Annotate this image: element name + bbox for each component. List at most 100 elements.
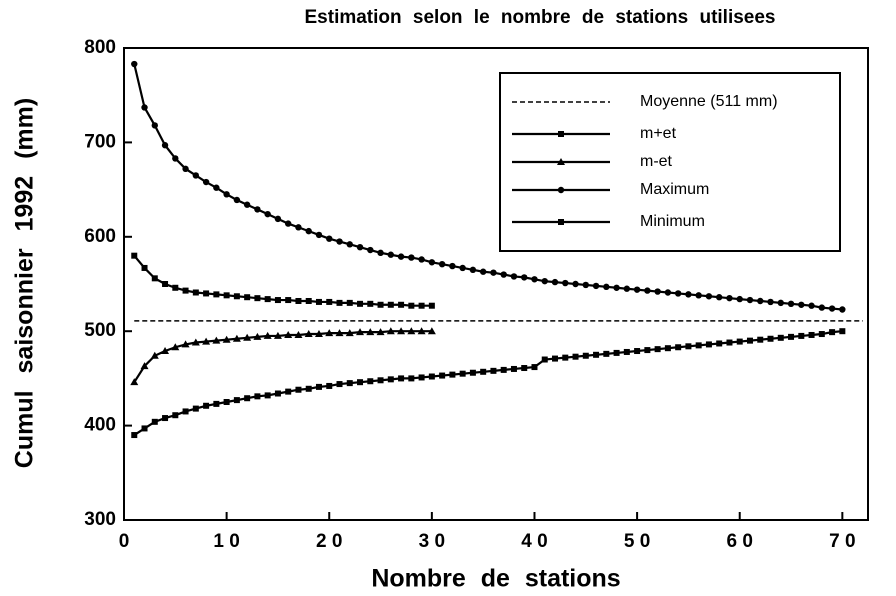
point [449, 262, 456, 270]
point [418, 302, 425, 309]
point [223, 191, 230, 198]
point [161, 142, 169, 149]
point [562, 279, 569, 287]
point [695, 342, 702, 349]
point [274, 297, 281, 304]
y-tick-label: 400 [84, 415, 116, 436]
point [757, 297, 764, 305]
point [777, 299, 784, 307]
point [141, 425, 148, 432]
point [285, 388, 292, 395]
point [162, 415, 169, 422]
point [469, 369, 476, 376]
point [664, 345, 671, 352]
line [133, 254, 432, 307]
point [387, 301, 394, 308]
point [500, 366, 507, 373]
point [172, 284, 179, 291]
point [222, 335, 231, 343]
point [150, 351, 159, 359]
point [233, 293, 240, 300]
point [182, 287, 189, 294]
point [264, 392, 271, 399]
point [623, 285, 631, 292]
point [377, 377, 384, 384]
point [572, 353, 579, 360]
point [182, 408, 189, 415]
point [367, 378, 374, 385]
x-tick-label: 6 0 [727, 531, 753, 552]
point [346, 380, 353, 387]
point [254, 206, 261, 213]
point [130, 378, 139, 386]
point [314, 330, 323, 338]
point [131, 60, 138, 68]
point [213, 400, 220, 407]
point [428, 373, 435, 380]
point [685, 291, 692, 298]
point [387, 376, 394, 383]
point [295, 224, 302, 231]
point [644, 287, 651, 294]
point [438, 260, 446, 268]
x-tick-label: 7 0 [829, 531, 855, 552]
point [510, 365, 517, 372]
point [397, 253, 405, 260]
point [716, 294, 723, 301]
point [253, 332, 262, 340]
point [305, 297, 312, 304]
point [141, 104, 148, 111]
point [397, 327, 406, 335]
point [387, 251, 395, 258]
point [315, 298, 322, 305]
point [623, 348, 630, 355]
point [203, 402, 210, 409]
y-tick-label: 600 [84, 226, 116, 247]
point [459, 264, 466, 272]
point [736, 295, 743, 303]
point [654, 288, 661, 295]
point [767, 335, 774, 342]
point [705, 293, 713, 300]
point [274, 215, 282, 223]
point [674, 290, 682, 297]
point [192, 405, 199, 412]
point [376, 328, 385, 336]
point [417, 327, 426, 335]
point [736, 338, 743, 345]
point [592, 282, 600, 290]
point [551, 278, 559, 286]
x-tick-label: 3 0 [419, 531, 445, 552]
point [223, 292, 230, 299]
legend-label: Moyenne (511 mm) [640, 93, 778, 110]
point [685, 343, 692, 350]
x-tick-label: 1 0 [213, 531, 239, 552]
point [828, 305, 836, 312]
point [449, 371, 456, 378]
point [603, 283, 610, 291]
point [274, 390, 281, 397]
y-tick-label: 300 [84, 509, 116, 530]
point [213, 184, 220, 191]
point [202, 178, 210, 186]
legend-label: m-et [640, 153, 673, 170]
point [531, 276, 538, 283]
point [398, 375, 405, 382]
point [490, 367, 497, 374]
point [233, 196, 241, 204]
legend-marker [557, 186, 565, 194]
point [346, 299, 353, 306]
line [133, 330, 432, 383]
x-tick-label: 0 [119, 531, 130, 552]
x-tick-label: 5 0 [624, 531, 650, 552]
point [408, 302, 415, 309]
legend-marker [558, 219, 564, 225]
point [356, 328, 365, 336]
legend-marker [558, 131, 564, 137]
point [263, 331, 272, 339]
point [398, 301, 405, 308]
point [654, 346, 661, 353]
point [746, 337, 753, 344]
point [243, 201, 251, 208]
